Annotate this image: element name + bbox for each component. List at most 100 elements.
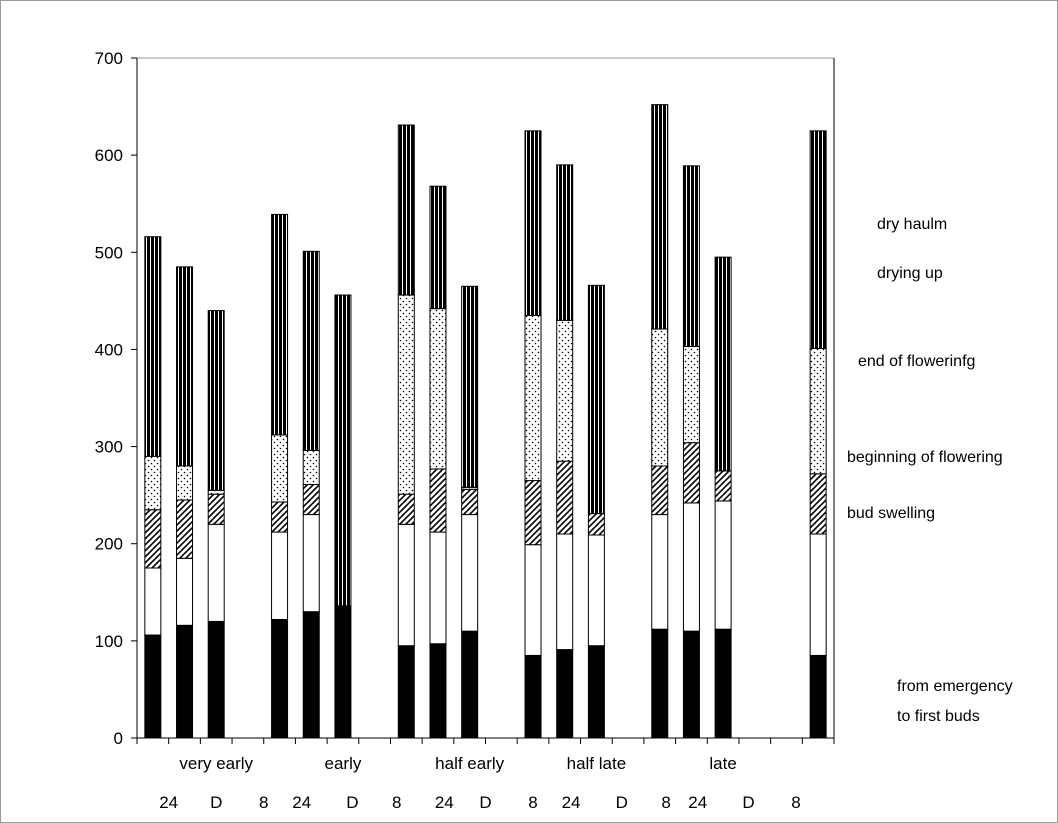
bar-segment-white xyxy=(207,523,225,622)
bar-segment-dotted xyxy=(302,449,320,485)
bar-segment-dotted xyxy=(207,489,225,495)
y-tick-label: 100 xyxy=(95,632,123,651)
bar-segment-vertical-lines xyxy=(207,310,225,491)
bar-segment-diagonal xyxy=(682,442,700,504)
bar-segment-dotted xyxy=(651,328,669,467)
bar-segment-dotted xyxy=(397,294,415,495)
legend-entry: from emergency xyxy=(897,678,1013,695)
bar-segment-solid-black xyxy=(144,634,162,739)
x-group-label: early xyxy=(325,754,362,773)
bar-segment-solid-black xyxy=(207,620,225,739)
bar-segment-white xyxy=(651,514,669,630)
bar-segment-vertical-lines xyxy=(334,294,352,607)
bar-segment-diagonal xyxy=(302,483,320,516)
bar-segment-diagonal xyxy=(397,493,415,525)
bar-segment-solid-black xyxy=(651,628,669,739)
bar-segment-solid-black xyxy=(334,605,352,739)
x-group-label: late xyxy=(709,754,736,773)
bar-segment-solid-black xyxy=(714,628,732,739)
x-sub-label: D xyxy=(479,793,491,812)
bar-segment-vertical-lines xyxy=(397,124,415,296)
bar-segment-dotted xyxy=(271,434,289,503)
y-tick-label: 600 xyxy=(95,146,123,165)
bar-segment-vertical-lines xyxy=(302,250,320,451)
x-sub-label: 24 xyxy=(435,793,454,812)
bar-segment-dotted xyxy=(556,319,574,462)
bar-segment-solid-black xyxy=(176,624,194,739)
bar-segment-solid-black xyxy=(682,630,700,739)
x-sub-label: 8 xyxy=(528,793,537,812)
x-sub-label: 8 xyxy=(259,793,268,812)
y-tick-label: 700 xyxy=(95,49,123,68)
bar-segment-solid-black xyxy=(556,649,574,739)
bar-segment-diagonal xyxy=(461,488,479,516)
bar-segment-diagonal xyxy=(207,493,225,525)
bar-segment-vertical-lines xyxy=(271,213,289,436)
bar-segment-white xyxy=(302,514,320,613)
x-sub-label: 24 xyxy=(159,793,178,812)
bar-segment-solid-black xyxy=(397,645,415,739)
bar-segment-white xyxy=(556,533,574,651)
bar-segment-solid-black xyxy=(587,645,605,739)
bar-segment-dotted xyxy=(809,347,827,475)
y-tick-label: 200 xyxy=(95,535,123,554)
bar-segment-diagonal xyxy=(271,501,289,533)
bar-segment-solid-black xyxy=(461,630,479,739)
bar-segment-white xyxy=(429,531,447,645)
bar-segment-white xyxy=(682,502,700,632)
bar-segment-diagonal xyxy=(651,465,669,516)
bar-segment-vertical-lines xyxy=(714,256,732,472)
x-sub-label: D xyxy=(210,793,222,812)
y-tick-label: 400 xyxy=(95,340,123,359)
x-sub-label: 8 xyxy=(661,793,670,812)
legend-entry: drying up xyxy=(877,265,943,282)
y-tick-label: 0 xyxy=(114,729,123,748)
legend-entry: dry haulm xyxy=(877,216,947,233)
y-tick-label: 500 xyxy=(95,243,123,262)
bar-segment-diagonal xyxy=(714,470,732,502)
bar-segment-dotted xyxy=(524,314,542,482)
bar-segment-solid-black xyxy=(809,654,827,739)
bar-segment-white xyxy=(461,514,479,632)
bar-segment-dotted xyxy=(429,308,447,470)
bar-segment-dotted xyxy=(144,455,162,511)
bar-segment-white xyxy=(714,500,732,630)
x-sub-label: 8 xyxy=(392,793,401,812)
x-sub-label: 24 xyxy=(688,793,707,812)
x-group-label: half late xyxy=(567,754,627,773)
bar-segment-solid-black xyxy=(429,643,447,739)
bar-segment-white xyxy=(397,523,415,647)
bar-segment-vertical-lines xyxy=(461,285,479,488)
x-sub-label: 24 xyxy=(562,793,581,812)
bar-segment-solid-black xyxy=(302,611,320,739)
bar-segment-vertical-lines xyxy=(587,284,605,515)
bar-segment-diagonal xyxy=(587,513,605,536)
x-sub-label: 24 xyxy=(292,793,311,812)
bar-segment-vertical-lines xyxy=(556,164,574,321)
bar-segment-white xyxy=(176,557,194,626)
bar-segment-vertical-lines xyxy=(144,236,162,457)
bar-segment-diagonal xyxy=(809,473,827,535)
bar-segment-white xyxy=(144,567,162,636)
bar-segment-diagonal xyxy=(556,460,574,535)
bar-segment-vertical-lines xyxy=(176,266,194,467)
bar-segment-white xyxy=(809,533,827,656)
x-group-label: very early xyxy=(179,754,253,773)
x-sub-label: 8 xyxy=(791,793,800,812)
bar-segment-diagonal xyxy=(524,480,542,546)
bar-segment-dotted xyxy=(682,346,700,444)
x-group-label: half early xyxy=(435,754,504,773)
bar-segment-white xyxy=(587,534,605,647)
x-sub-label: D xyxy=(346,793,358,812)
bar-segment-vertical-lines xyxy=(524,130,542,316)
bar-segment-diagonal xyxy=(429,468,447,533)
legend-entry: to first buds xyxy=(897,708,980,725)
bar-segment-vertical-lines xyxy=(429,185,447,310)
bar-segment-white xyxy=(524,544,542,656)
bar-segment-vertical-lines xyxy=(809,130,827,349)
bar-segment-vertical-lines xyxy=(651,104,669,330)
bar-segment-solid-black xyxy=(524,654,542,739)
bar-segment-dotted xyxy=(176,465,194,501)
bar-segment-vertical-lines xyxy=(682,165,700,348)
